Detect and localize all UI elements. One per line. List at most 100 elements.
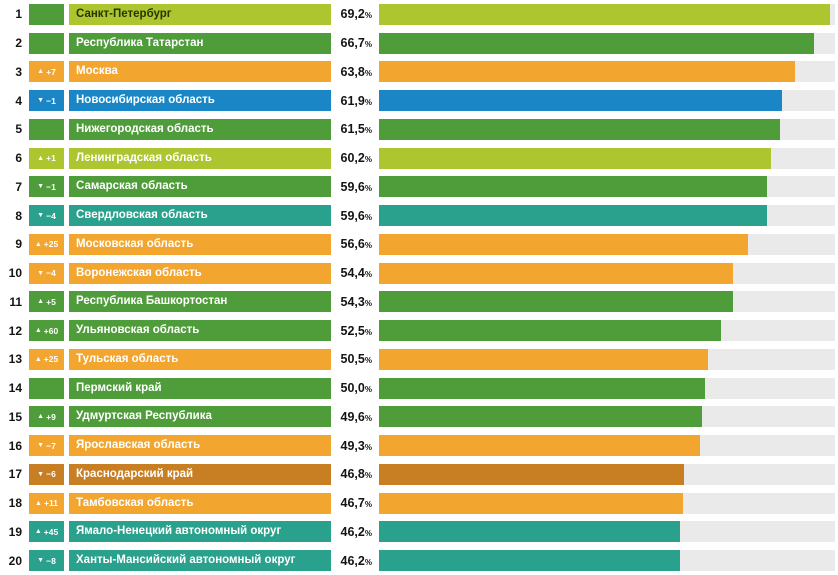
change-badge: ▲ +5 bbox=[29, 291, 64, 313]
region-label: Ханты-Мансийский автономный округ bbox=[69, 550, 331, 572]
value-bar bbox=[379, 463, 684, 485]
region-label: Ленинградская область bbox=[69, 147, 331, 169]
value-number: 59,6 bbox=[340, 208, 365, 223]
value-label: 46,7% bbox=[331, 496, 379, 510]
value-bar bbox=[379, 90, 783, 112]
rank-number: 11 bbox=[9, 294, 22, 309]
value-bar bbox=[379, 492, 684, 514]
value-label: 69,2% bbox=[331, 7, 379, 21]
value-percent-sign: % bbox=[364, 126, 372, 136]
value-bar bbox=[379, 550, 680, 572]
value-label: 46,8% bbox=[331, 467, 379, 481]
value-percent-sign: % bbox=[364, 356, 372, 366]
change-delta: +25 bbox=[43, 354, 59, 365]
region-label: Ульяновская область bbox=[69, 320, 331, 342]
region-label: Республика Татарстан bbox=[69, 32, 331, 54]
value-label: 54,4% bbox=[331, 266, 379, 280]
bar-track bbox=[379, 61, 835, 83]
change-delta: +25 bbox=[43, 239, 59, 250]
value-number: 54,3 bbox=[340, 294, 365, 309]
bar-track bbox=[379, 205, 835, 227]
value-number: 60,2 bbox=[340, 151, 365, 166]
bar-track bbox=[379, 147, 835, 169]
region-label: Тамбовская область bbox=[69, 492, 331, 514]
value-bar bbox=[379, 118, 780, 140]
value-label: 56,6% bbox=[331, 237, 379, 251]
change-direction-icon: ▲ bbox=[37, 154, 45, 162]
change-badge: ▲ +9 bbox=[29, 406, 64, 428]
value-percent-sign: % bbox=[364, 471, 372, 481]
region-label: Воронежская область bbox=[69, 262, 331, 284]
value-label: 59,6% bbox=[331, 180, 379, 194]
rank-number: 5 bbox=[15, 122, 22, 137]
change-direction-icon: ▲ bbox=[37, 298, 45, 306]
change-badge: ▼ −1 bbox=[29, 90, 64, 112]
ranking-row: 3 ▲ +7 Москва 63,8% bbox=[0, 58, 838, 87]
change-direction-icon: ▲ bbox=[34, 355, 42, 363]
value-bar bbox=[379, 435, 701, 457]
bar-track bbox=[379, 3, 835, 25]
value-percent-sign: % bbox=[364, 241, 372, 251]
bar-track bbox=[379, 291, 835, 313]
change-direction-icon: ▼ bbox=[37, 97, 45, 105]
bar-track bbox=[379, 118, 835, 140]
value-bar bbox=[379, 3, 830, 25]
rank-number: 17 bbox=[8, 467, 22, 482]
value-label: 50,0% bbox=[331, 381, 379, 395]
bar-track bbox=[379, 348, 835, 370]
bar-track bbox=[379, 176, 835, 198]
change-direction-icon: ▼ bbox=[37, 442, 45, 450]
rank-number: 9 bbox=[15, 237, 22, 252]
rank-number: 13 bbox=[8, 352, 22, 367]
value-label: 54,3% bbox=[331, 295, 379, 309]
value-bar bbox=[379, 32, 814, 54]
rank-number: 2 bbox=[15, 36, 22, 51]
region-label: Самарская область bbox=[69, 176, 331, 198]
rank-number: 14 bbox=[8, 381, 22, 396]
value-bar bbox=[379, 348, 708, 370]
value-number: 46,7 bbox=[340, 496, 365, 511]
value-number: 50,0 bbox=[340, 381, 365, 396]
ranking-row: 10 ▼ −4 Воронежская область 54,4% bbox=[0, 259, 838, 288]
bar-track bbox=[379, 377, 835, 399]
rank-number: 15 bbox=[8, 409, 22, 424]
ranking-row: 5 Нижегородская область 61,5% bbox=[0, 115, 838, 144]
change-badge: ▲ +11 bbox=[29, 492, 64, 514]
ranking-row: 11 ▲ +5 Республика Башкортостан 54,3% bbox=[0, 288, 838, 317]
ranking-row: 13 ▲ +25 Тульская область 50,5% bbox=[0, 345, 838, 374]
value-label: 46,2% bbox=[331, 525, 379, 539]
rank-number: 3 bbox=[15, 64, 22, 79]
rank-number: 1 bbox=[15, 7, 22, 22]
change-delta: −7 bbox=[46, 440, 56, 451]
change-delta: −8 bbox=[46, 555, 56, 566]
value-number: 46,2 bbox=[340, 553, 365, 568]
bar-track bbox=[379, 492, 835, 514]
change-delta: −6 bbox=[46, 469, 56, 480]
ranking-row: 15 ▲ +9 Удмуртская Республика 49,6% bbox=[0, 403, 838, 432]
change-direction-icon: ▼ bbox=[37, 183, 45, 191]
region-label: Ямало-Ненецкий автономный округ bbox=[69, 521, 331, 543]
ranking-row: 8 ▼ −4 Свердловская область 59,6% bbox=[0, 201, 838, 230]
value-bar bbox=[379, 291, 733, 313]
change-badge: ▲ +45 bbox=[29, 521, 64, 543]
change-badge: ▲ +1 bbox=[29, 147, 64, 169]
value-percent-sign: % bbox=[364, 155, 372, 165]
value-bar bbox=[379, 262, 734, 284]
change-badge: ▼ −4 bbox=[29, 262, 64, 284]
rank-number: 19 bbox=[8, 524, 22, 539]
change-badge: ▼ −4 bbox=[29, 205, 64, 227]
region-label: Краснодарский край bbox=[69, 463, 331, 485]
change-direction-icon: ▲ bbox=[34, 240, 42, 248]
value-number: 63,8 bbox=[340, 64, 365, 79]
value-percent-sign: % bbox=[364, 11, 372, 21]
ranking-row: 12 ▲ +60 Ульяновская область 52,5% bbox=[0, 316, 838, 345]
bar-track bbox=[379, 550, 835, 572]
ranking-row: 14 Пермский край 50,0% bbox=[0, 374, 838, 403]
value-label: 50,5% bbox=[331, 352, 379, 366]
value-percent-sign: % bbox=[364, 442, 372, 452]
ranking-row: 17 ▼ −6 Краснодарский край 46,8% bbox=[0, 460, 838, 489]
ranking-row: 7 ▼ −1 Самарская область 59,6% bbox=[0, 173, 838, 202]
value-percent-sign: % bbox=[364, 327, 372, 337]
rank-number: 10 bbox=[8, 266, 22, 281]
